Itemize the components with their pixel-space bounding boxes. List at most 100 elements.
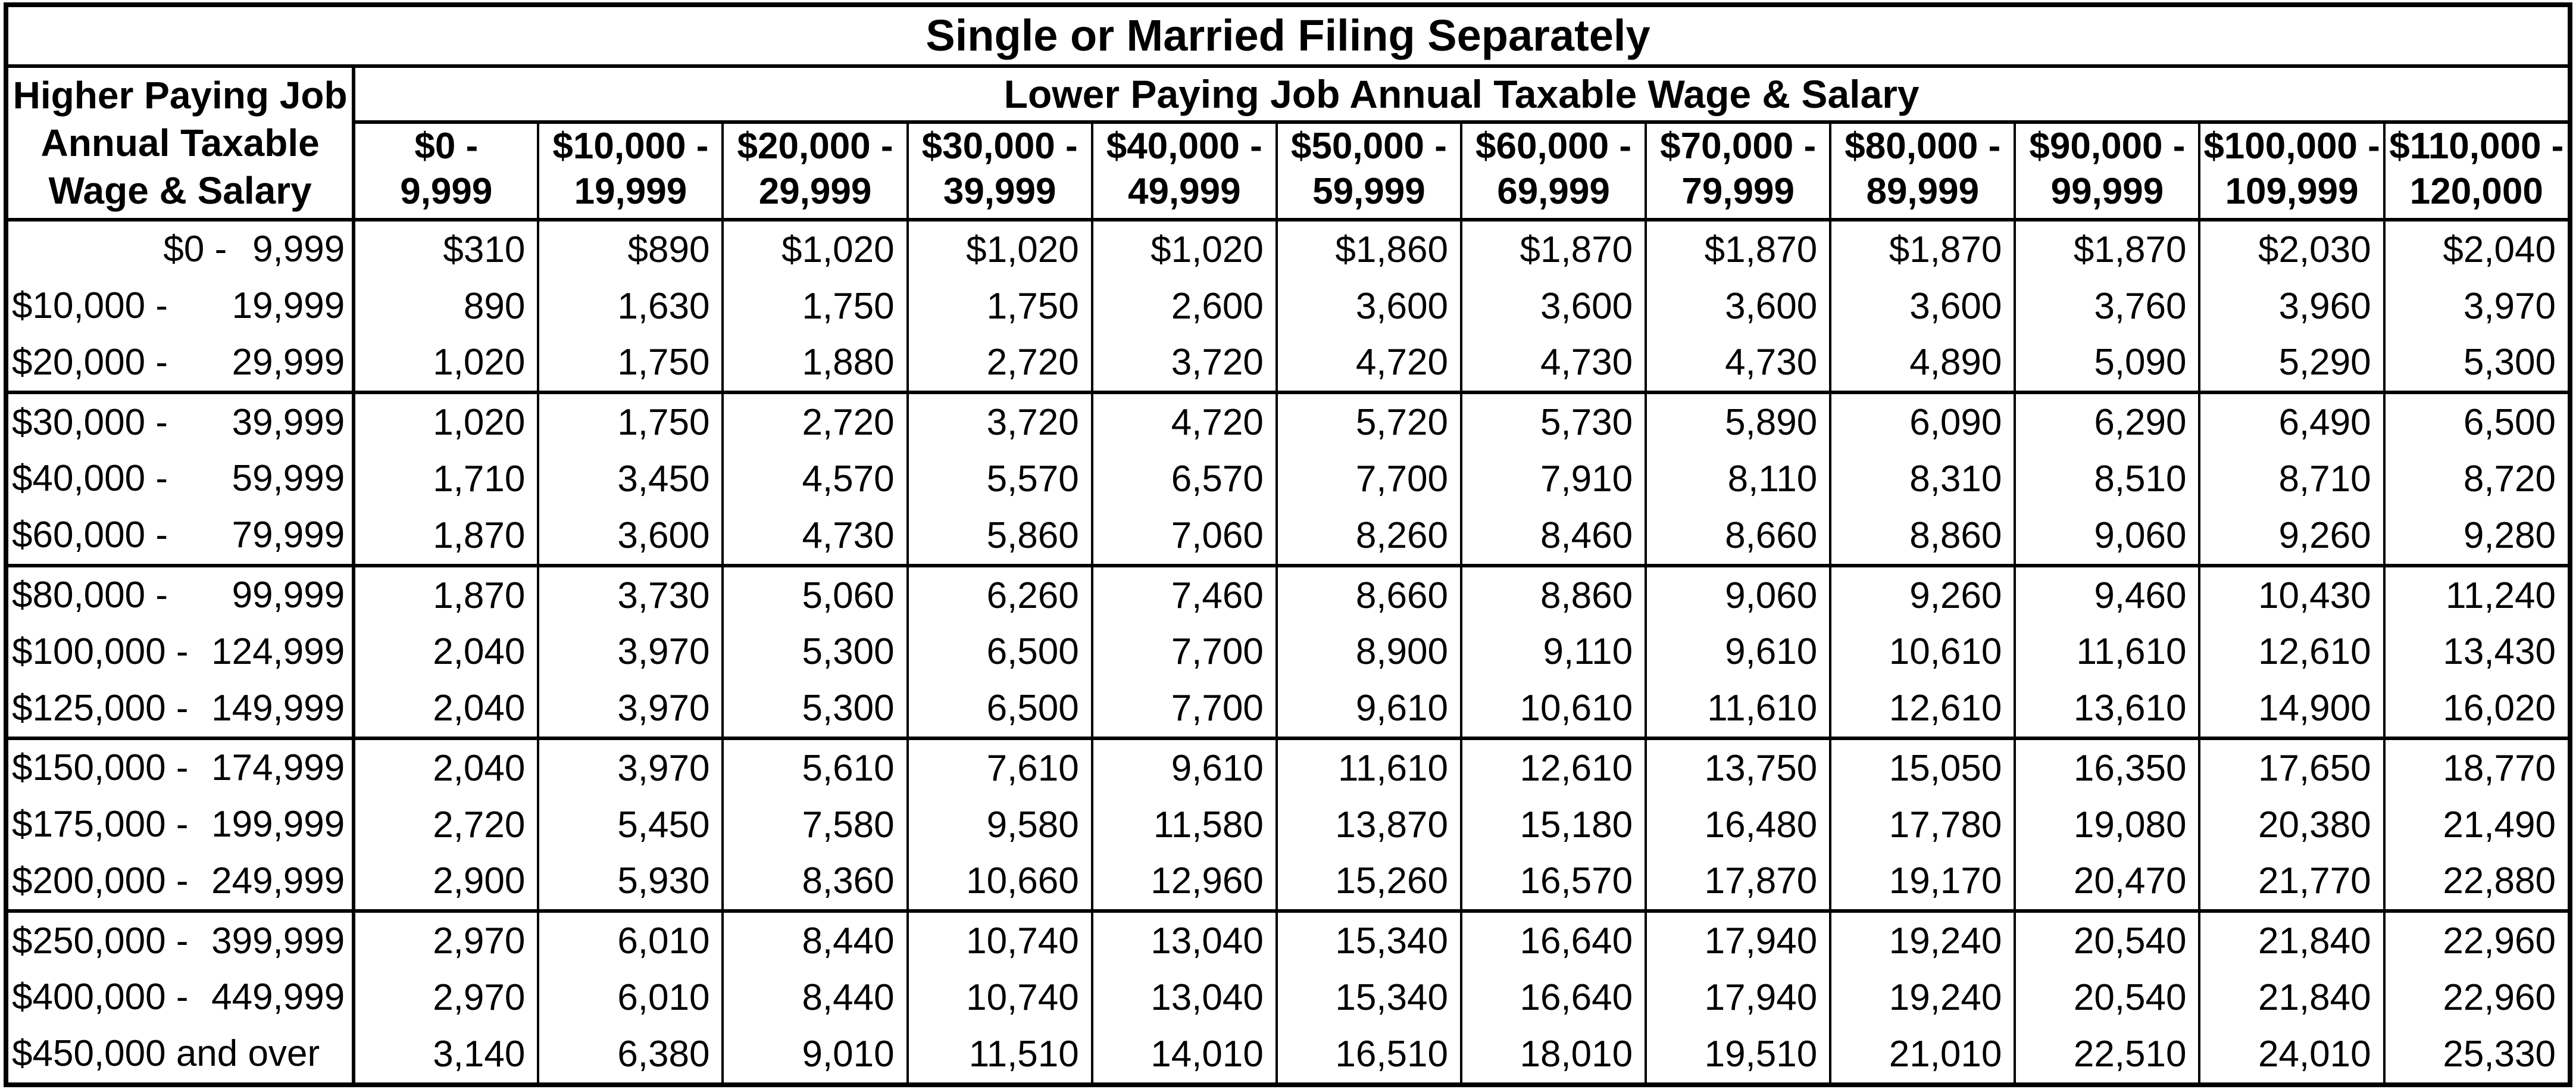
row-range-start: $60,000 -	[12, 514, 168, 556]
table-cell: 6,090	[1830, 392, 2017, 451]
table-cell: 10,430	[2199, 565, 2386, 624]
row-label: $60,000 - 79,999	[3, 507, 356, 567]
table-cell: 19,510	[1646, 1025, 1832, 1088]
row-label: $200,000 - 249,999	[3, 853, 356, 913]
table-cell: 6,010	[538, 969, 724, 1026]
table-cell: $2,030	[2199, 220, 2386, 278]
row-label: $80,000 - 99,999	[3, 565, 356, 624]
column-header-range-end: 109,999	[2225, 171, 2359, 212]
table-cell: 8,860	[1830, 507, 2017, 567]
table-cell: 11,510	[907, 1025, 1093, 1088]
table-cell: 3,600	[538, 507, 724, 567]
table-cell: 8,260	[1276, 507, 1462, 567]
table-cell: 8,110	[1646, 451, 1832, 507]
column-header-range-end: 69,999	[1497, 171, 1610, 212]
column-header-range-end: 9,999	[400, 171, 493, 212]
column-header: $110,000 -120,000	[2384, 122, 2573, 221]
table-cell: 1,710	[354, 451, 540, 507]
column-header-row: $0 -9,999 $10,000 -19,999 $20,000 -29,999 $…	[6, 122, 2573, 221]
table-cell: 3,970	[538, 623, 724, 681]
row-range-end: 9,999	[252, 229, 345, 270]
table-cell: 9,460	[2015, 565, 2201, 624]
row-range-start: $30,000 -	[12, 401, 168, 443]
table-cell: 5,090	[2015, 334, 2201, 395]
row-range-end: 399,999	[211, 920, 345, 962]
table-cell: 6,010	[538, 911, 724, 970]
table-cell: 5,450	[538, 796, 724, 853]
table-cell: 3,600	[1646, 277, 1832, 335]
table-cell: 11,610	[2015, 623, 2201, 681]
table-cell: 6,500	[2384, 392, 2573, 451]
row-range-end: 449,999	[211, 976, 345, 1018]
table-cell: 16,570	[1461, 853, 1647, 913]
table-row: $150,000 - 174,999 2,040 3,970 5,610 7,610 9,6…	[3, 738, 2573, 797]
column-header-range-end: 19,999	[574, 171, 687, 212]
table-cell: 5,570	[907, 451, 1093, 507]
table-cell: 5,720	[1276, 392, 1462, 451]
table-cell: 16,020	[2384, 680, 2573, 740]
row-label: $40,000 - 59,999	[3, 451, 356, 507]
table-cell: 8,860	[1461, 565, 1647, 624]
table-cell: 7,700	[1092, 623, 1278, 681]
table-cell: 22,960	[2384, 911, 2573, 970]
row-range-end: 249,999	[211, 860, 345, 901]
table-cell: 15,180	[1461, 796, 1647, 853]
table-cell: 7,700	[1276, 451, 1462, 507]
row-range-end: 199,999	[211, 804, 345, 845]
table-row: $100,000 - 124,999 2,040 3,970 5,300 6,500 7,7…	[3, 623, 2573, 681]
table-cell: 13,040	[1092, 911, 1278, 970]
table-cell: 5,610	[723, 738, 909, 797]
table-cell: 3,600	[1276, 277, 1462, 335]
table-cell: 3,970	[538, 680, 724, 740]
table-cell: 8,660	[1276, 565, 1462, 624]
column-header-range-end: 99,999	[2050, 171, 2164, 212]
table-cell: 4,570	[723, 451, 909, 507]
table-cell: 3,140	[354, 1025, 540, 1088]
row-range-start: $20,000 -	[12, 341, 168, 383]
column-header-range-start: $20,000 -	[737, 126, 893, 167]
table-cell: 6,260	[907, 565, 1093, 624]
table-cell: 24,010	[2199, 1025, 2386, 1088]
table-cell: 10,610	[1830, 623, 2017, 681]
table-cell: 6,500	[907, 623, 1093, 681]
row-range-start: $400,000 -	[12, 976, 189, 1018]
table-cell: 1,750	[907, 277, 1093, 335]
table-cell: $1,870	[1830, 220, 2017, 278]
table-cell: 6,570	[1092, 451, 1278, 507]
table-cell: 21,770	[2199, 853, 2386, 913]
table-cell: $1,020	[907, 220, 1093, 278]
table-cell: 20,540	[2015, 969, 2201, 1026]
column-header-range-start: $70,000 -	[1660, 126, 1817, 167]
table-cell: 7,610	[907, 738, 1093, 797]
row-label: $400,000 - 449,999	[3, 969, 356, 1026]
row-range-start: $0 -	[163, 229, 227, 270]
table-cell: 17,780	[1830, 796, 2017, 853]
table-cell: 1,870	[354, 507, 540, 567]
table-cell: $2,040	[2384, 220, 2573, 278]
row-label: $30,000 - 39,999	[3, 392, 356, 451]
column-header-range-start: $110,000 -	[2389, 126, 2564, 167]
row-label: $175,000 - 199,999	[3, 796, 356, 853]
table-cell: 2,040	[354, 623, 540, 681]
table-cell: 4,730	[723, 507, 909, 567]
table-cell: 1,750	[723, 277, 909, 335]
table-cell: 9,260	[2199, 507, 2386, 567]
table-cell: 19,240	[1830, 969, 2017, 1026]
table-cell: 13,610	[2015, 680, 2201, 740]
table-cell: 13,040	[1092, 969, 1278, 1026]
column-header-range-end: 79,999	[1681, 171, 1795, 212]
table-cell: 9,060	[1646, 565, 1832, 624]
table-cell: 8,900	[1276, 623, 1462, 681]
table-cell: $1,870	[1646, 220, 1832, 278]
column-header-range-start: $90,000 -	[2029, 126, 2186, 167]
row-range-full: $450,000 and over	[12, 1033, 320, 1075]
column-header-range-end: 59,999	[1312, 171, 1425, 212]
table-cell: 15,340	[1276, 911, 1462, 970]
row-range-start: $250,000 -	[12, 920, 189, 962]
row-range-start: $200,000 -	[12, 860, 189, 901]
table-cell: 4,890	[1830, 334, 2017, 395]
table-cell: 10,610	[1461, 680, 1647, 740]
table-row: $60,000 - 79,999 1,870 3,600 4,730 5,860 7,060…	[3, 507, 2573, 567]
table-cell: 14,900	[2199, 680, 2386, 740]
table-cell: 12,610	[2199, 623, 2386, 681]
